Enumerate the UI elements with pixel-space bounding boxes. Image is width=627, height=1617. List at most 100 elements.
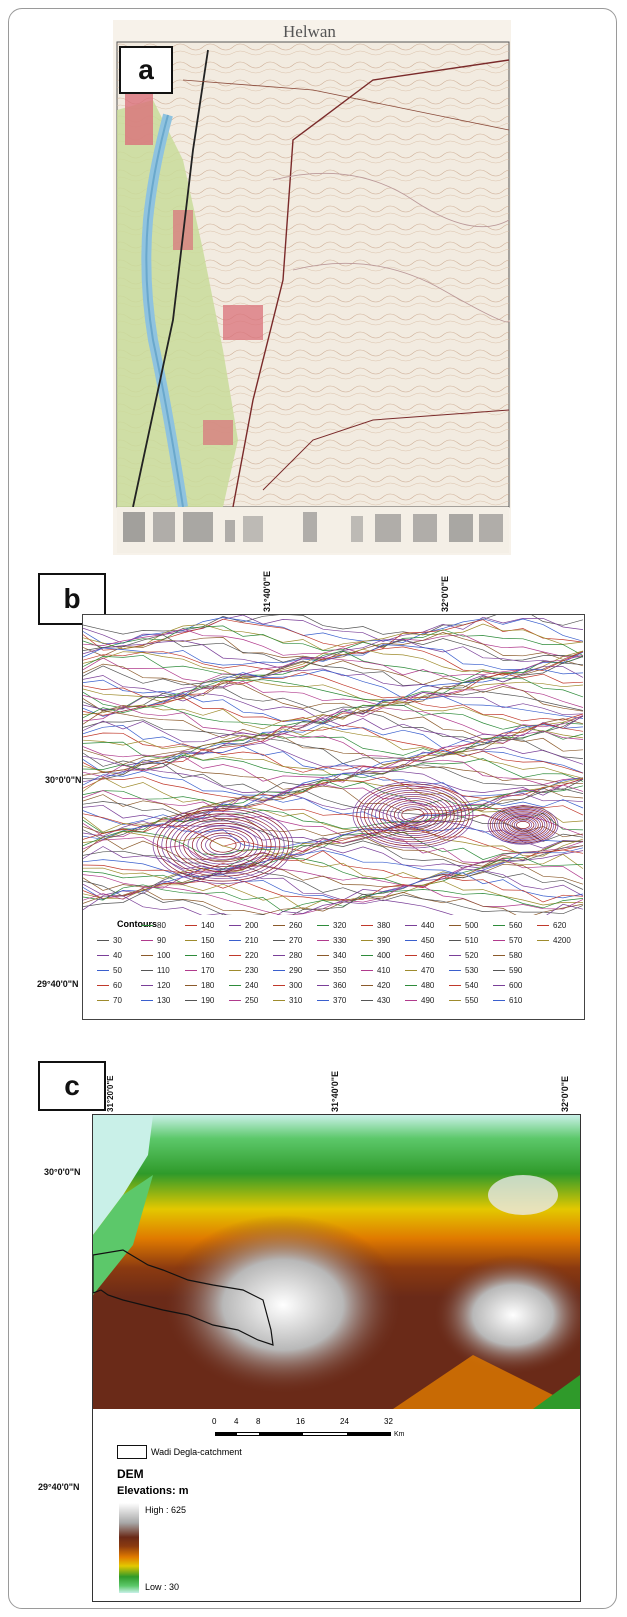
contour-line (83, 779, 584, 807)
contour-value: 570 (509, 936, 523, 945)
contour-swatch (493, 970, 505, 972)
contour-legend-item: 30 (97, 936, 122, 945)
contour-legend-item: 270 (273, 936, 302, 945)
contour-value: 330 (333, 936, 347, 945)
contour-value: 230 (245, 966, 259, 975)
contour-line (83, 803, 584, 828)
contour-swatch (273, 970, 285, 972)
contour-legend-item: 70 (97, 996, 122, 1005)
contour-ring (492, 807, 554, 843)
contour-line (83, 730, 584, 760)
contour-swatch (185, 985, 197, 987)
contour-line (83, 615, 584, 644)
contour-swatch (185, 940, 197, 942)
contour-line (83, 875, 584, 903)
contour-swatch (141, 1000, 153, 1002)
contour-legend-item: 240 (229, 981, 258, 990)
contour-swatch (493, 985, 505, 987)
contour-legend-item: 620 (537, 921, 566, 930)
contour-value: 370 (333, 996, 347, 1005)
contour-line (83, 840, 584, 870)
contour-line (83, 857, 584, 886)
contour-value: 410 (377, 966, 391, 975)
coord-b-left-2: 29°40'0"N (37, 979, 79, 989)
contour-legend-item: 400 (361, 951, 390, 960)
contour-value: 350 (333, 966, 347, 975)
coord-b-top-1: 31°40'0"E (262, 570, 272, 612)
contour-line (83, 723, 584, 753)
contour-swatch (141, 925, 153, 927)
panel-b-label: b (38, 573, 106, 625)
contour-swatch (273, 1000, 285, 1002)
contour-ring (502, 813, 544, 837)
contour-ring (209, 837, 237, 853)
contour-swatch (361, 955, 373, 957)
catchment-legend-label: Wadi Degla-catchment (151, 1447, 242, 1457)
contour-line (83, 737, 584, 767)
contour-ring (170, 815, 276, 875)
contour-value: 450 (421, 936, 435, 945)
contour-line (83, 715, 584, 743)
contour-value: 160 (201, 951, 215, 960)
contour-ring (507, 816, 539, 834)
contour-swatch (537, 940, 549, 942)
contour-legend-item: 350 (317, 966, 346, 975)
contour-line (83, 884, 584, 912)
contour-legend-item: 160 (185, 951, 214, 960)
contour-legend-item: 130 (141, 996, 170, 1005)
coord-b-top-2: 32°0'0"E (440, 575, 450, 612)
contour-swatch (317, 970, 329, 972)
contour-value: 420 (377, 981, 391, 990)
contour-ring (196, 830, 250, 860)
contour-legend-item: 600 (493, 981, 522, 990)
contour-swatch (361, 925, 373, 927)
contour-value: 210 (245, 936, 259, 945)
contour-line (83, 858, 584, 889)
contour-swatch (185, 955, 197, 957)
contour-ring (174, 818, 272, 872)
coord-c-left-2: 29°40'0"N (38, 1482, 80, 1492)
panel-a-label: a (119, 46, 173, 94)
contour-line (83, 836, 584, 867)
contour-ring (363, 787, 463, 843)
contour-value: 260 (289, 921, 303, 930)
contour-value: 530 (465, 966, 479, 975)
contour-legend-item: 320 (317, 921, 346, 930)
contour-ring (161, 810, 285, 880)
contour-swatch (141, 955, 153, 957)
contour-swatch (229, 955, 241, 957)
contour-line (83, 776, 584, 808)
contour-ring (371, 791, 455, 839)
contour-value: 510 (465, 936, 479, 945)
contour-swatch (185, 1000, 197, 1002)
contour-line (83, 895, 584, 915)
contour-ring (375, 794, 451, 836)
contour-legend-item: 180 (185, 981, 214, 990)
contour-legend-item: 510 (449, 936, 478, 945)
contour-legend-item: 210 (229, 936, 258, 945)
dem-legend-title: DEM (117, 1467, 144, 1481)
contour-value: 300 (289, 981, 303, 990)
contour-ring (382, 798, 444, 832)
contour-swatch (141, 985, 153, 987)
contour-line (83, 829, 584, 858)
dem-frame: 0 4 8 16 24 32 Km Wadi Degla-catchment D… (92, 1114, 581, 1602)
contour-swatch (449, 955, 461, 957)
contour-value: 550 (465, 996, 479, 1005)
contour-ring (401, 808, 425, 822)
contour-line (83, 885, 584, 915)
contour-legend-item: 110 (141, 966, 170, 975)
contour-line (83, 868, 584, 901)
contour-swatch (405, 970, 417, 972)
contour-value: 600 (509, 981, 523, 990)
contour-ring (157, 808, 289, 882)
contour-legend-item: 360 (317, 981, 346, 990)
contour-value: 60 (113, 981, 122, 990)
contour-line (83, 668, 584, 699)
contour-legend-item: 500 (449, 921, 478, 930)
contour-line (83, 648, 584, 680)
scale-tick-24: 24 (340, 1417, 349, 1426)
contour-ring (397, 806, 429, 824)
contour-legend-item: 430 (361, 996, 390, 1005)
contour-line (83, 820, 584, 849)
